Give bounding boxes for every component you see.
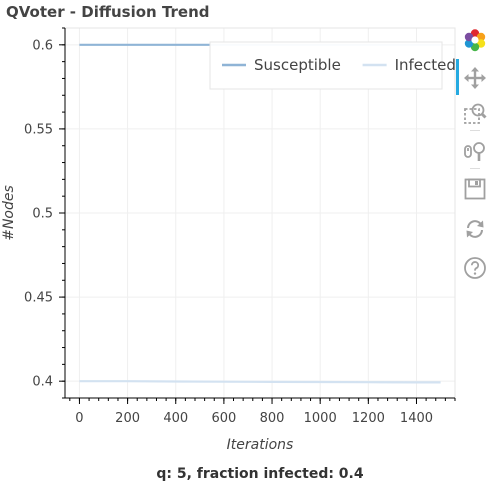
help-icon[interactable]: [463, 256, 487, 280]
wheel-zoom-icon[interactable]: [463, 139, 487, 163]
reset-icon[interactable]: [463, 217, 487, 241]
series-line-infected: [79, 380, 441, 384]
x-axis-label: Iterations: [227, 437, 294, 453]
box-zoom-icon[interactable]: [463, 101, 487, 125]
plot-toolbar: [456, 26, 493, 286]
legend-box: [209, 41, 443, 90]
x-tick-label: 1400: [400, 411, 433, 426]
y-tick-label: 0.4: [32, 375, 53, 390]
legend-label-susceptible: Susceptible: [254, 56, 341, 74]
chart-title: QVoter - Diffusion Trend: [6, 3, 210, 21]
pan-icon[interactable]: [463, 66, 487, 90]
y-tick-label: 0.55: [24, 122, 53, 137]
series-lines: [79, 43, 441, 384]
x-tick-label: 1000: [304, 411, 337, 426]
y-tick-label: 0.5: [32, 207, 53, 222]
save-icon[interactable]: [463, 177, 487, 201]
x-tick-label: 200: [115, 411, 140, 426]
x-tick-label: 600: [211, 411, 236, 426]
y-tick-label: 0.45: [24, 291, 53, 306]
bokeh-logo-icon[interactable]: [463, 28, 487, 52]
chart-caption: q: 5, fraction infected: 0.4: [156, 466, 364, 482]
y-tick-label: 0.6: [32, 38, 53, 53]
toolbar-separator: [470, 130, 480, 131]
x-tick-label: 400: [163, 411, 188, 426]
legend-label-infected: Infected: [395, 56, 456, 74]
legend: Susceptible Infected: [209, 41, 456, 90]
active-tool-indicator: [456, 59, 459, 95]
y-axis-label: #Nodes: [1, 185, 17, 241]
x-tick-label: 0: [75, 411, 83, 426]
x-tick-label: 800: [260, 411, 285, 426]
x-tick-label: 1200: [352, 411, 385, 426]
toolbar-separator: [470, 168, 480, 169]
axes: 0 200 400 600 800 1000 1200 1400 0.4 0.45 0.5 0.55 0…: [24, 27, 456, 426]
